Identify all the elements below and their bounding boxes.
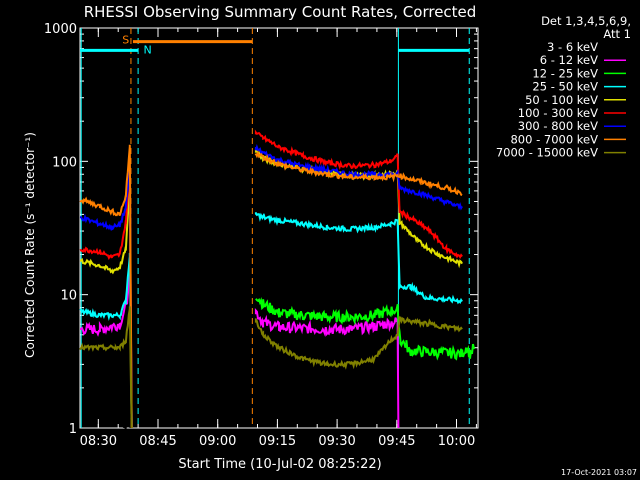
x-tick-label: 08:45 bbox=[139, 434, 176, 449]
legend-label: 300 - 800 keV bbox=[518, 119, 598, 133]
x-tick-label: 08:30 bbox=[80, 434, 117, 449]
chart-title: RHESSI Observing Summary Count Rates, Co… bbox=[84, 3, 477, 21]
legend-label: 12 - 25 keV bbox=[532, 66, 598, 80]
legend-label: 25 - 50 keV bbox=[532, 80, 598, 94]
series-line bbox=[79, 306, 463, 428]
legend-header-line-1: Det 1,3,4,5,6,9, bbox=[541, 14, 631, 28]
x-tick-label: 09:30 bbox=[318, 434, 355, 449]
y-tick-label: 100 bbox=[52, 155, 77, 170]
legend-label: 50 - 100 keV bbox=[525, 93, 598, 107]
series-line bbox=[79, 144, 463, 429]
legend-header-line-2: Att 1 bbox=[603, 27, 631, 41]
x-tick-label: 09:45 bbox=[378, 434, 415, 449]
series-line bbox=[79, 212, 463, 428]
plot-area: 1 10 100 1000 08:30 08:45 09:00 09:15 09:30 09:45… bbox=[44, 22, 479, 449]
y-tick-label: 1 bbox=[69, 422, 77, 437]
x-axis-label: Start Time (10-Jul-02 08:25:22) bbox=[178, 457, 381, 472]
series-line bbox=[122, 380, 399, 432]
legend-label: 100 - 300 keV bbox=[518, 106, 598, 120]
legend-label: 7000 - 15000 keV bbox=[496, 146, 598, 160]
y-tick-label: 10 bbox=[60, 289, 77, 304]
series-line bbox=[79, 129, 463, 429]
footer-timestamp: 17-Oct-2021 03:07 bbox=[561, 468, 637, 477]
legend-label: 3 - 6 keV bbox=[547, 40, 598, 54]
y-tick-label: 1000 bbox=[44, 22, 77, 37]
x-tick-label: 10:00 bbox=[438, 434, 475, 449]
series-line bbox=[79, 144, 463, 428]
annotation-n: N bbox=[144, 43, 152, 56]
y-axis-label: Corrected Count Rate (s⁻¹ detector⁻¹) bbox=[23, 132, 37, 358]
legend-label: 800 - 7000 keV bbox=[510, 132, 598, 146]
x-tick-label: 09:15 bbox=[259, 434, 296, 449]
series-line bbox=[255, 296, 475, 361]
annotation-s: S bbox=[122, 33, 129, 46]
legend-label: 6 - 12 keV bbox=[540, 53, 598, 67]
plot-frame bbox=[79, 27, 479, 429]
x-tick-label: 09:00 bbox=[199, 434, 236, 449]
